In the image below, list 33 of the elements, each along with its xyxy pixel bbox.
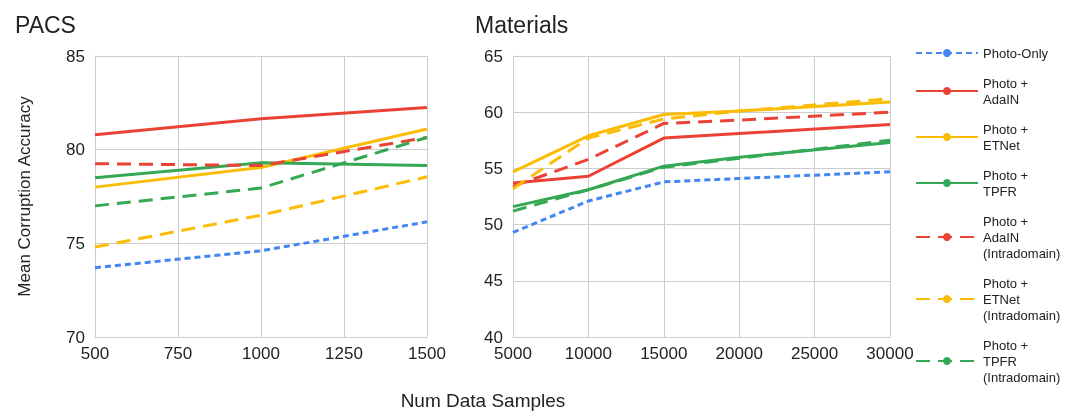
x-tick-label: 15000 bbox=[640, 344, 688, 363]
legend-label: Photo-Only bbox=[983, 45, 1049, 61]
x-tick-label: 500 bbox=[80, 344, 110, 363]
y-tick-label: 50 bbox=[484, 215, 503, 235]
legend-label: Photo + ETNet bbox=[983, 121, 1032, 153]
y-tick-label: 85 bbox=[66, 46, 85, 66]
x-tick-label: 10000 bbox=[564, 344, 613, 363]
x-tick-label: 5000 bbox=[494, 344, 532, 363]
chart-title: Materials bbox=[475, 11, 569, 38]
line-series bbox=[511, 170, 892, 234]
x-tick-label: 1000 bbox=[242, 344, 280, 363]
y-tick-label: 80 bbox=[66, 140, 85, 160]
legend-label: Photo + TPFR bbox=[983, 167, 1032, 199]
legend-label: Photo + AdaIN (Intradomain) bbox=[983, 213, 1061, 261]
x-tick-label: 25000 bbox=[790, 344, 839, 363]
y-axis-title: Mean Corruption Accuracy bbox=[15, 95, 34, 297]
legend-label: Photo + TPFR (Intradomain) bbox=[983, 337, 1061, 385]
y-tick-label: 75 bbox=[66, 233, 85, 253]
y-tick-label: 45 bbox=[484, 271, 503, 291]
legend-label: Photo + AdaIN bbox=[983, 75, 1032, 107]
x-tick-label: 30000 bbox=[866, 344, 914, 363]
x-tick-label: 20000 bbox=[715, 344, 763, 363]
x-axis-title: Num Data Samples bbox=[399, 390, 567, 412]
y-tick-label: 55 bbox=[484, 158, 503, 178]
x-tick-label: 1500 bbox=[408, 344, 446, 363]
legend-label: Photo + ETNet (Intradomain) bbox=[983, 275, 1061, 323]
y-tick-label: 65 bbox=[484, 46, 503, 66]
y-tick-label: 70 bbox=[66, 327, 85, 347]
y-tick-label: 60 bbox=[484, 102, 503, 122]
x-tick-label: 750 bbox=[163, 344, 193, 363]
y-tick-label: 40 bbox=[484, 327, 503, 347]
chart-title: PACS bbox=[15, 11, 76, 38]
x-tick-label: 1250 bbox=[325, 344, 363, 363]
